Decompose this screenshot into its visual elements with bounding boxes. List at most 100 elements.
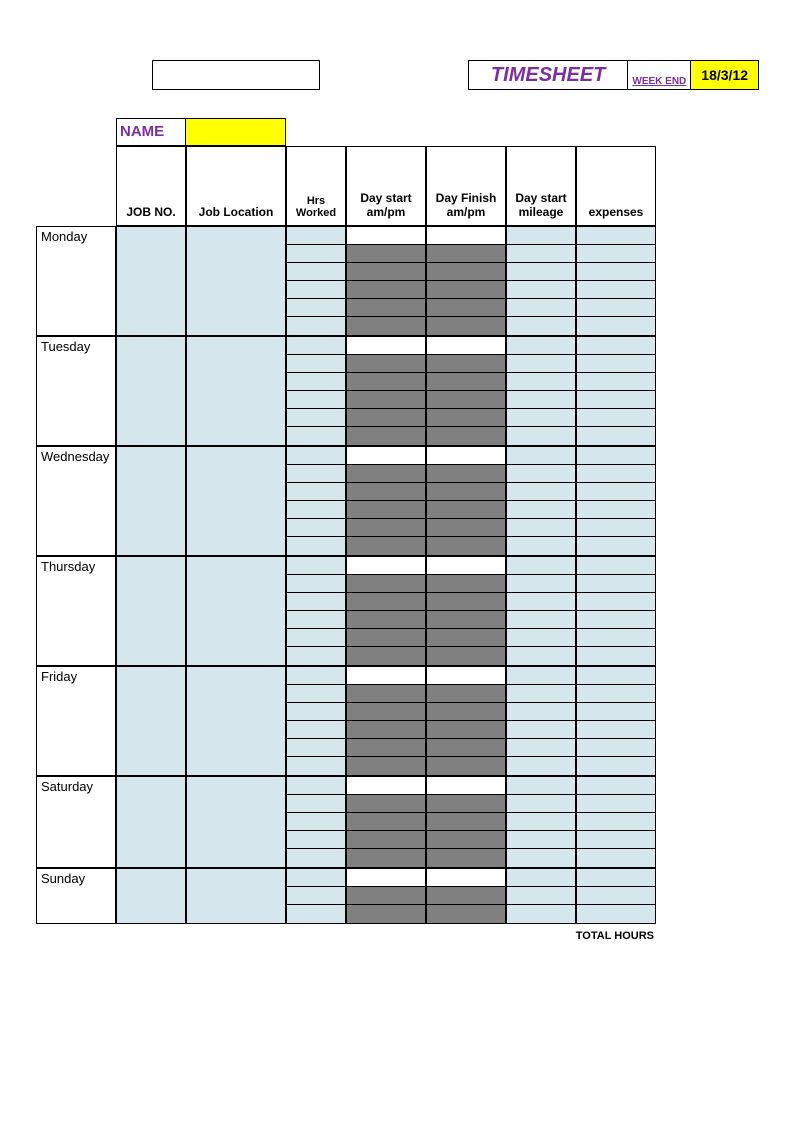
expenses-cell-row[interactable] [577,557,655,575]
mileage-cell-row[interactable] [507,611,575,629]
day-finish-cell-row[interactable] [427,869,505,887]
day-finish-cell-row[interactable] [427,849,505,867]
expenses-cell-row[interactable] [577,685,655,703]
week-end-date[interactable]: 18/3/12 [691,60,759,90]
expenses-cell-row[interactable] [577,227,655,245]
day-start-cell-row[interactable] [347,427,425,445]
day-finish-cell-row[interactable] [427,465,505,483]
mileage-cell-row[interactable] [507,629,575,647]
day-start-cell-row[interactable] [347,245,425,263]
mileage-cell-row[interactable] [507,317,575,335]
day-finish-cell-row[interactable] [427,667,505,685]
day-start-cell-row[interactable] [347,409,425,427]
expenses-cell-row[interactable] [577,831,655,849]
mileage-cell-row[interactable] [507,685,575,703]
day-start-cell-row[interactable] [347,629,425,647]
hrs-worked-cell-row[interactable] [287,611,345,629]
mileage-cell-row[interactable] [507,703,575,721]
day-finish-cell-row[interactable] [427,905,505,923]
hrs-worked-cell-row[interactable] [287,519,345,537]
hrs-worked-cell-row[interactable] [287,373,345,391]
expenses-cell-row[interactable] [577,629,655,647]
hrs-worked-cell-row[interactable] [287,629,345,647]
day-start-cell-row[interactable] [347,483,425,501]
expenses-cell-row[interactable] [577,447,655,465]
day-finish-cell-row[interactable] [427,281,505,299]
day-finish-cell-row[interactable] [427,557,505,575]
expenses-cell-row[interactable] [577,593,655,611]
hrs-worked-cell-row[interactable] [287,537,345,555]
job-location-cell[interactable] [186,666,286,776]
day-finish-cell-row[interactable] [427,611,505,629]
job-location-cell[interactable] [186,446,286,556]
mileage-cell-row[interactable] [507,869,575,887]
mileage-cell-row[interactable] [507,227,575,245]
job-location-cell[interactable] [186,226,286,336]
day-start-cell-row[interactable] [347,831,425,849]
expenses-cell-row[interactable] [577,813,655,831]
expenses-cell-row[interactable] [577,537,655,555]
hrs-worked-cell-row[interactable] [287,575,345,593]
expenses-cell-row[interactable] [577,795,655,813]
expenses-cell-row[interactable] [577,263,655,281]
day-start-cell-row[interactable] [347,465,425,483]
mileage-cell-row[interactable] [507,721,575,739]
day-start-cell-row[interactable] [347,703,425,721]
hrs-worked-cell-row[interactable] [287,667,345,685]
hrs-worked-cell-row[interactable] [287,593,345,611]
hrs-worked-cell-row[interactable] [287,409,345,427]
day-finish-cell-row[interactable] [427,227,505,245]
day-start-cell-row[interactable] [347,373,425,391]
mileage-cell-row[interactable] [507,501,575,519]
day-finish-cell-row[interactable] [427,831,505,849]
hrs-worked-cell-row[interactable] [287,887,345,905]
hrs-worked-cell-row[interactable] [287,427,345,445]
expenses-cell-row[interactable] [577,501,655,519]
mileage-cell-row[interactable] [507,409,575,427]
day-finish-cell-row[interactable] [427,447,505,465]
day-finish-cell-row[interactable] [427,373,505,391]
day-finish-cell-row[interactable] [427,245,505,263]
mileage-cell-row[interactable] [507,263,575,281]
hrs-worked-cell-row[interactable] [287,337,345,355]
day-start-cell-row[interactable] [347,355,425,373]
hrs-worked-cell-row[interactable] [287,483,345,501]
day-finish-cell-row[interactable] [427,703,505,721]
day-finish-cell-row[interactable] [427,721,505,739]
mileage-cell-row[interactable] [507,739,575,757]
job-no-cell[interactable] [116,226,186,336]
job-no-cell[interactable] [116,556,186,666]
day-finish-cell-row[interactable] [427,685,505,703]
mileage-cell-row[interactable] [507,757,575,775]
day-finish-cell-row[interactable] [427,795,505,813]
mileage-cell-row[interactable] [507,795,575,813]
day-start-cell-row[interactable] [347,813,425,831]
hrs-worked-cell-row[interactable] [287,703,345,721]
day-start-cell-row[interactable] [347,447,425,465]
hrs-worked-cell-row[interactable] [287,501,345,519]
mileage-cell-row[interactable] [507,337,575,355]
mileage-cell-row[interactable] [507,593,575,611]
expenses-cell-row[interactable] [577,887,655,905]
day-finish-cell-row[interactable] [427,263,505,281]
job-location-cell[interactable] [186,776,286,868]
hrs-worked-cell-row[interactable] [287,869,345,887]
expenses-cell-row[interactable] [577,391,655,409]
hrs-worked-cell-row[interactable] [287,355,345,373]
expenses-cell-row[interactable] [577,647,655,665]
day-finish-cell-row[interactable] [427,317,505,335]
day-start-cell-row[interactable] [347,757,425,775]
day-finish-cell-row[interactable] [427,409,505,427]
mileage-cell-row[interactable] [507,391,575,409]
expenses-cell-row[interactable] [577,337,655,355]
day-finish-cell-row[interactable] [427,887,505,905]
job-no-cell[interactable] [116,446,186,556]
mileage-cell-row[interactable] [507,373,575,391]
name-input[interactable] [186,118,286,146]
mileage-cell-row[interactable] [507,519,575,537]
day-start-cell-row[interactable] [347,501,425,519]
day-start-cell-row[interactable] [347,281,425,299]
expenses-cell-row[interactable] [577,317,655,335]
mileage-cell-row[interactable] [507,887,575,905]
expenses-cell-row[interactable] [577,427,655,445]
